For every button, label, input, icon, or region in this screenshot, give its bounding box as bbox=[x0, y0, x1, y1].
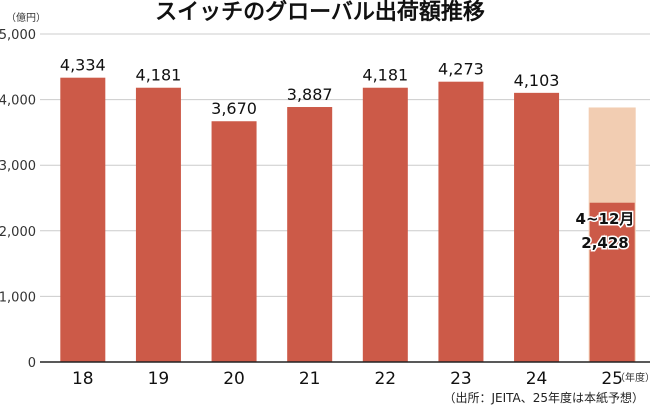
data-label: 3,670 bbox=[211, 99, 257, 118]
data-label: 4,103 bbox=[514, 71, 560, 90]
bars bbox=[60, 77, 636, 363]
x-tick-label: 19 bbox=[148, 369, 170, 389]
bar bbox=[589, 202, 635, 362]
forecast-period-label: 4~12月 bbox=[576, 210, 635, 228]
bar bbox=[211, 121, 257, 362]
x-axis-labels: 18 19 20 21 22 23 24 25 bbox=[72, 369, 623, 389]
bar bbox=[362, 87, 408, 362]
y-tick-label: 0 bbox=[28, 356, 36, 371]
x-tick-label: 22 bbox=[374, 369, 396, 389]
bar bbox=[287, 107, 333, 362]
x-tick-label: 20 bbox=[223, 369, 245, 389]
y-tick-label: 4,000 bbox=[0, 94, 36, 109]
x-tick-label: 23 bbox=[450, 369, 472, 389]
y-tick-label: 2,000 bbox=[0, 225, 36, 240]
source-note: （出所：JEITA、25年度は本紙予想） bbox=[443, 390, 644, 405]
bar bbox=[514, 92, 560, 362]
data-label: 4,181 bbox=[362, 66, 408, 85]
forecast-actual-label: 2,428 bbox=[581, 234, 628, 252]
bar bbox=[135, 87, 181, 362]
y-tick-label: 5,000 bbox=[0, 28, 36, 43]
y-tick-label: 3,000 bbox=[0, 159, 36, 174]
y-axis-ticks: 0 1,000 2,000 3,000 4,000 5,000 bbox=[0, 28, 36, 371]
bar bbox=[438, 81, 484, 363]
data-label: 3,887 bbox=[287, 85, 333, 104]
data-label: 4,273 bbox=[438, 60, 484, 79]
chart-title: スイッチのグローバル出荷額推移 bbox=[155, 0, 485, 25]
bar bbox=[60, 77, 106, 362]
value-labels: 4,334 4,181 3,670 3,887 4,181 4,273 4,103 bbox=[60, 56, 560, 119]
data-label: 4,334 bbox=[60, 56, 106, 75]
x-tick-label: 21 bbox=[299, 369, 321, 389]
data-label: 4,181 bbox=[136, 66, 182, 85]
y-unit-label: （億円） bbox=[6, 11, 46, 24]
x-tick-label: 24 bbox=[526, 369, 548, 389]
y-tick-label: 1,000 bbox=[0, 290, 36, 305]
x-unit-label: （年度） bbox=[615, 371, 650, 384]
x-tick-label: 25 bbox=[601, 369, 623, 389]
x-tick-label: 18 bbox=[72, 369, 94, 389]
